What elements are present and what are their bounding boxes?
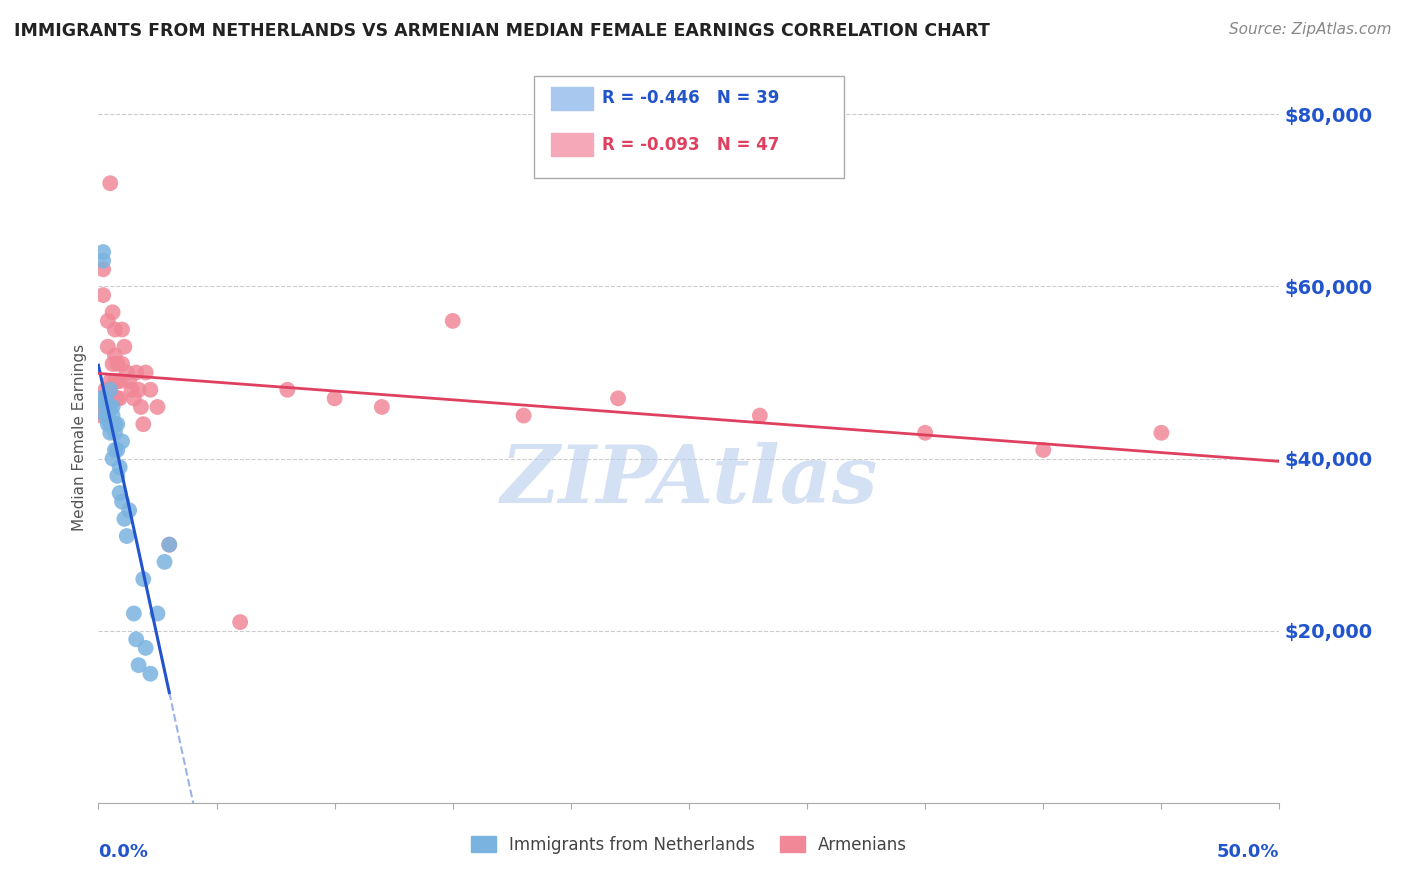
Text: R = -0.093   N = 47: R = -0.093 N = 47 bbox=[602, 136, 779, 153]
Point bbox=[101, 357, 124, 371]
Point bbox=[97, 417, 120, 432]
Point bbox=[108, 460, 131, 475]
Point bbox=[90, 409, 112, 423]
Point bbox=[101, 305, 124, 319]
Point bbox=[139, 666, 162, 681]
Point bbox=[104, 425, 127, 440]
Point bbox=[135, 366, 157, 380]
Point bbox=[94, 400, 117, 414]
Point bbox=[91, 245, 114, 260]
Point bbox=[104, 348, 127, 362]
Point bbox=[105, 442, 128, 457]
Point bbox=[129, 400, 152, 414]
Point bbox=[115, 366, 138, 380]
Point bbox=[139, 383, 162, 397]
Point bbox=[98, 400, 121, 414]
Point bbox=[101, 400, 124, 414]
Text: IMMIGRANTS FROM NETHERLANDS VS ARMENIAN MEDIAN FEMALE EARNINGS CORRELATION CHART: IMMIGRANTS FROM NETHERLANDS VS ARMENIAN … bbox=[14, 22, 990, 40]
Point bbox=[104, 442, 127, 457]
Point bbox=[111, 434, 134, 449]
Point bbox=[90, 392, 112, 406]
Point bbox=[105, 374, 128, 388]
Text: Source: ZipAtlas.com: Source: ZipAtlas.com bbox=[1229, 22, 1392, 37]
Point bbox=[105, 357, 128, 371]
Point bbox=[94, 383, 117, 397]
Point bbox=[105, 392, 128, 406]
Point bbox=[748, 409, 770, 423]
Point bbox=[146, 607, 169, 621]
Text: 50.0%: 50.0% bbox=[1218, 843, 1279, 861]
Point bbox=[441, 314, 464, 328]
Point bbox=[276, 383, 298, 397]
Point bbox=[105, 417, 128, 432]
Point bbox=[97, 340, 120, 354]
Point bbox=[108, 374, 131, 388]
Point bbox=[128, 658, 150, 673]
Point bbox=[153, 555, 176, 569]
Point bbox=[914, 425, 936, 440]
Point bbox=[112, 340, 135, 354]
Point bbox=[1150, 425, 1173, 440]
Y-axis label: Median Female Earnings: Median Female Earnings bbox=[72, 343, 87, 531]
Point bbox=[98, 374, 121, 388]
Point bbox=[111, 357, 134, 371]
Point bbox=[98, 417, 121, 432]
Text: R = -0.446   N = 39: R = -0.446 N = 39 bbox=[602, 89, 779, 107]
Point bbox=[98, 176, 121, 190]
Point bbox=[229, 615, 252, 629]
Point bbox=[118, 374, 141, 388]
Point bbox=[135, 640, 157, 655]
Point bbox=[101, 451, 124, 466]
Text: ZIPAtlas: ZIPAtlas bbox=[501, 442, 877, 520]
Point bbox=[104, 322, 127, 336]
Point bbox=[97, 400, 120, 414]
Point bbox=[94, 400, 117, 414]
Point bbox=[122, 607, 145, 621]
Point bbox=[323, 392, 346, 406]
Legend: Immigrants from Netherlands, Armenians: Immigrants from Netherlands, Armenians bbox=[464, 829, 914, 860]
Point bbox=[101, 409, 124, 423]
Point bbox=[111, 494, 134, 508]
Point bbox=[94, 409, 117, 423]
Point bbox=[121, 383, 143, 397]
Point bbox=[157, 538, 180, 552]
Point bbox=[97, 409, 120, 423]
Point bbox=[125, 366, 148, 380]
Point bbox=[101, 417, 124, 432]
Point bbox=[371, 400, 394, 414]
Point bbox=[104, 417, 127, 432]
Point bbox=[115, 529, 138, 543]
Point bbox=[112, 512, 135, 526]
Point bbox=[128, 383, 150, 397]
Point bbox=[146, 400, 169, 414]
Point bbox=[132, 572, 155, 586]
Point bbox=[90, 392, 112, 406]
Point bbox=[1032, 442, 1054, 457]
Point bbox=[97, 314, 120, 328]
Point bbox=[125, 632, 148, 647]
Point bbox=[108, 486, 131, 500]
Point bbox=[157, 538, 180, 552]
Point bbox=[91, 262, 114, 277]
Point bbox=[118, 503, 141, 517]
Point bbox=[512, 409, 534, 423]
Point bbox=[91, 288, 114, 302]
Point bbox=[105, 468, 128, 483]
Point bbox=[104, 374, 127, 388]
Point bbox=[108, 392, 131, 406]
Text: 0.0%: 0.0% bbox=[98, 843, 149, 861]
Point bbox=[111, 322, 134, 336]
Point bbox=[132, 417, 155, 432]
Point bbox=[98, 425, 121, 440]
Point bbox=[94, 392, 117, 406]
Point bbox=[607, 392, 630, 406]
Point bbox=[122, 392, 145, 406]
Point bbox=[98, 383, 121, 397]
Point bbox=[91, 253, 114, 268]
Point bbox=[98, 383, 121, 397]
